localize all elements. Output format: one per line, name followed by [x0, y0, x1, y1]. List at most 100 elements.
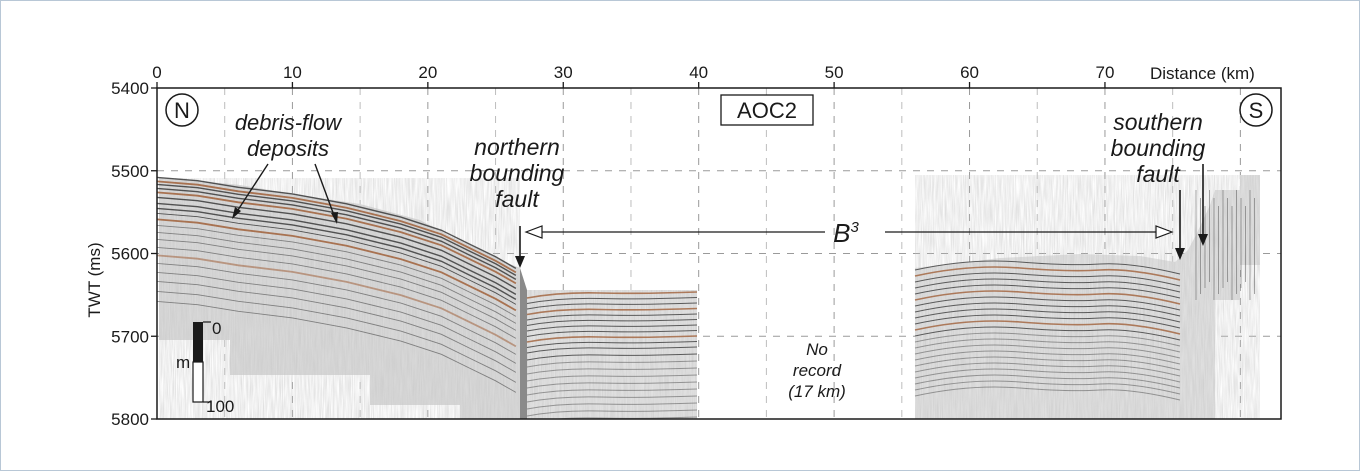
reflector-line — [157, 202, 517, 296]
depth-scale-bar: 0 100 m — [176, 319, 234, 416]
reflector-line — [157, 224, 517, 317]
profile-label-box: AOC2 — [720, 94, 814, 126]
x-tick-label: 50 — [825, 63, 844, 82]
reflector-line — [526, 360, 698, 368]
y-axis: 5400 5500 5600 5700 5800 — [111, 79, 157, 429]
southern-fault-annotation: southern bounding fault — [1111, 109, 1208, 260]
y-axis-title: TWT (ms) — [85, 242, 104, 317]
reflector-line — [526, 409, 698, 417]
reflector-line — [526, 346, 698, 354]
reflector-line — [157, 262, 517, 355]
reflector-line — [157, 231, 517, 324]
y-tick-label: 5800 — [111, 410, 149, 429]
seismic-section-fault-zone — [520, 268, 527, 419]
b3-label-sup: 3 — [851, 219, 860, 236]
northern-fault-line2: bounding — [470, 160, 565, 186]
reflector-line — [526, 330, 698, 337]
reflector-line — [526, 307, 698, 316]
reflector-line — [157, 187, 517, 281]
b3-label: B3 — [833, 218, 859, 248]
reflector-line — [157, 271, 517, 364]
b3-label-base: B — [833, 218, 850, 248]
scale-bar-dark — [193, 322, 203, 362]
reflector-line — [914, 326, 1181, 341]
reflector-line — [914, 290, 1181, 305]
reflector-line — [914, 350, 1181, 365]
reflector-line — [914, 374, 1181, 389]
north-marker: N — [165, 93, 199, 127]
reflector-line — [526, 402, 698, 410]
x-axis-title: Distance (km) — [1150, 64, 1255, 83]
seismic-data — [157, 175, 1260, 419]
reflector-line — [157, 238, 517, 331]
reflector-line — [157, 300, 517, 393]
b3-arrowhead-right — [1155, 225, 1174, 239]
debris-arrowhead-right — [331, 212, 338, 224]
reflector-line — [157, 180, 517, 274]
reflector-line — [526, 353, 698, 361]
southern-fault-line1: southern — [1113, 109, 1203, 135]
reflector-line — [914, 260, 1181, 275]
reflector-line — [157, 280, 517, 373]
scale-bar-light — [192, 361, 204, 403]
southern-fault-arrowhead-1 — [1175, 248, 1185, 260]
northern-fault-line1: northern — [474, 134, 560, 160]
reflector-line — [157, 196, 517, 290]
no-record-line3: (17 km) — [788, 382, 846, 401]
reflector-line — [526, 395, 698, 403]
x-tick-label: 0 — [152, 63, 161, 82]
southern-fault-arrowhead-2 — [1198, 234, 1208, 246]
no-record-line2: record — [793, 361, 842, 380]
reflector-line — [914, 338, 1181, 353]
y-tick-label: 5700 — [111, 327, 149, 346]
reflector-line — [914, 368, 1181, 383]
x-tick-label: 60 — [960, 63, 979, 82]
reflector-line — [526, 374, 698, 382]
reflector-line — [526, 302, 698, 310]
reflector-line — [914, 362, 1181, 377]
reflector-line — [914, 308, 1181, 323]
debris-flow-label-line1: debris-flow — [235, 110, 343, 135]
north-marker-label: N — [174, 98, 190, 123]
reflector-line — [157, 183, 517, 277]
x-tick-label: 40 — [689, 63, 708, 82]
reflector-line — [526, 367, 698, 375]
southern-fault-line2: bounding — [1111, 135, 1206, 161]
scale-bar-unit: m — [176, 353, 190, 372]
south-marker-label: S — [1249, 98, 1264, 123]
reflector-line — [914, 296, 1181, 311]
b3-extent-annotation: B3 — [524, 218, 1174, 248]
reflector-line — [914, 386, 1181, 401]
reflector-line — [914, 266, 1181, 281]
reflector-line — [157, 207, 517, 301]
debris-arrow-left — [235, 163, 269, 214]
reflector-line — [157, 218, 517, 312]
reflector-line — [914, 380, 1181, 395]
seismic-noise-south — [915, 175, 1260, 419]
reflector-line — [914, 272, 1181, 287]
south-marker: S — [1239, 93, 1273, 127]
reflector-line — [914, 356, 1181, 371]
reflector-line — [526, 324, 698, 332]
scale-bar-bottom-label: 100 — [206, 397, 234, 416]
reflector-line — [526, 335, 698, 343]
reflector-line — [914, 302, 1181, 317]
debris-flow-annotation: debris-flow deposits — [232, 110, 343, 224]
reflector-line — [526, 381, 698, 389]
no-record-annotation: No record (17 km) — [788, 340, 846, 401]
reflector-line — [914, 314, 1181, 329]
x-tick-label: 20 — [418, 63, 437, 82]
northern-fault-annotation: northern bounding fault — [470, 134, 565, 268]
scale-bar-top-label: 0 — [212, 319, 221, 338]
reflector-line — [157, 191, 517, 285]
debris-arrow-right — [314, 163, 336, 219]
y-tick-label: 5400 — [111, 79, 149, 98]
profile-label: AOC2 — [737, 98, 797, 123]
no-record-line1: No — [806, 340, 828, 359]
x-tick-label: 10 — [283, 63, 302, 82]
reflector-line — [914, 344, 1181, 359]
y-tick-label: 5600 — [111, 245, 149, 264]
reflector-line — [526, 319, 698, 326]
reflector-line — [526, 341, 698, 348]
reflectors-north — [157, 176, 517, 393]
